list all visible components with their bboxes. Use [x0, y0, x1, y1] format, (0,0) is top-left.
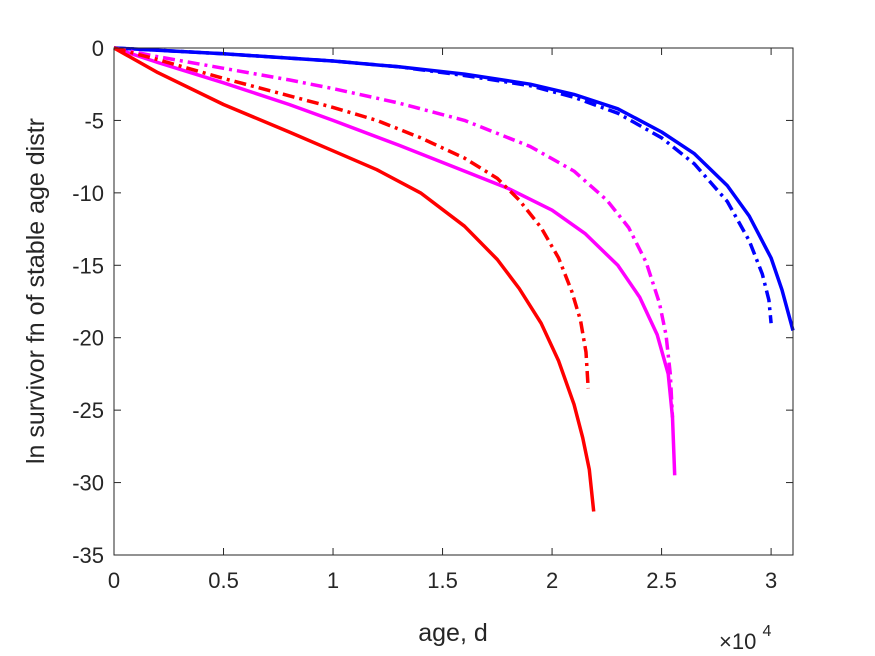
series-layer	[113, 46, 795, 512]
y-tick-label: -35	[72, 543, 104, 568]
y-tick-label: -15	[72, 253, 104, 278]
x-tick-label: 1	[327, 568, 339, 593]
series-line-6	[113, 46, 596, 512]
x-axis-label: age, d	[418, 619, 488, 647]
y-tick-label: -30	[72, 471, 104, 496]
series-line-4	[113, 46, 677, 476]
y-tick-label: -20	[72, 326, 104, 351]
x-tick-label: 2.5	[646, 568, 677, 593]
plot-area	[114, 48, 793, 555]
x-axis-multiplier: ×10 4	[719, 623, 771, 654]
x-tick-label: 3	[765, 568, 777, 593]
x-tick-label: 0.5	[208, 568, 239, 593]
x-axis-ticks: 0 0.5 1 1.5 2 2.5 3	[108, 48, 777, 593]
series-line-3	[113, 46, 675, 418]
series-line-5	[113, 46, 590, 389]
x-axis-multiplier-exponent: 4	[762, 623, 771, 640]
x-tick-label: 2	[546, 568, 558, 593]
y-tick-label: -5	[84, 108, 104, 133]
y-tick-label: -25	[72, 398, 104, 423]
x-axis-multiplier-base: ×10	[719, 629, 756, 654]
y-axis-label: ln survivor fn of stable age distr	[22, 118, 50, 464]
y-axis-ticks: 0 -5 -10 -15 -20 -25 -30 -35	[72, 36, 793, 568]
y-tick-label: 0	[92, 36, 104, 61]
y-tick-label: -10	[72, 181, 104, 206]
plot-box	[113, 47, 794, 556]
series-line-2	[113, 46, 773, 324]
x-tick-label: 1.5	[427, 568, 458, 593]
x-tick-label: 0	[108, 568, 120, 593]
